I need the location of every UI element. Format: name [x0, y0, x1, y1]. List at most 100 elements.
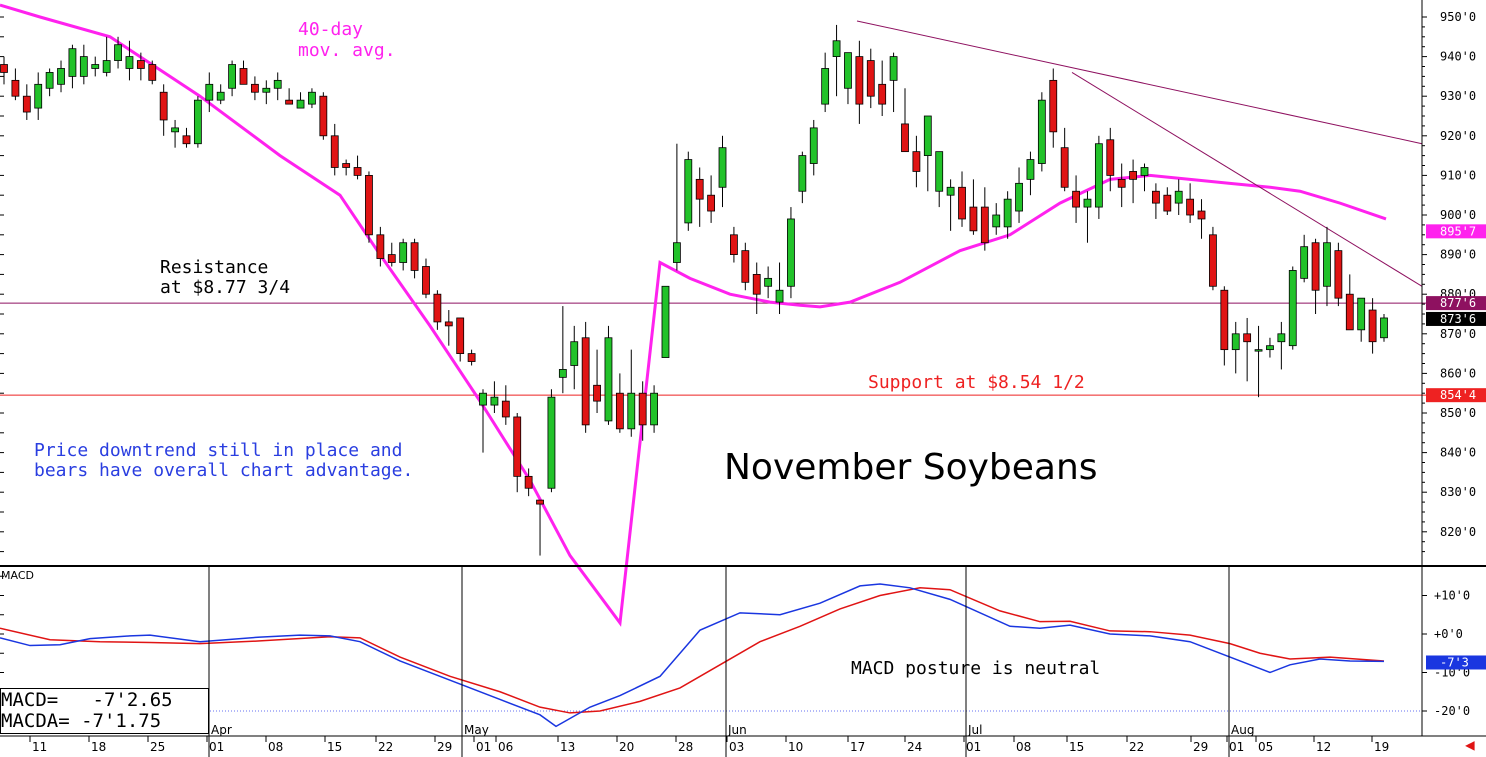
day-label: 13: [560, 740, 575, 754]
day-label: 01: [476, 740, 491, 754]
candle-body: [1094, 143, 1103, 208]
day-label: 03: [729, 740, 744, 754]
candle-body: [125, 56, 134, 69]
month-label: Aug: [1231, 723, 1254, 737]
macd-badge-bg: [1426, 655, 1486, 670]
macd-tick-label: +0'0: [1434, 627, 1463, 641]
candle-body: [1152, 190, 1160, 204]
candle-body: [650, 392, 658, 426]
price-tick-label: 870'0: [1440, 327, 1476, 341]
candle-body: [251, 83, 259, 93]
ma-badge: 895'7: [1440, 224, 1476, 238]
month-label: Apr: [211, 723, 232, 737]
candle-body: [593, 384, 601, 402]
day-label: 01: [966, 740, 981, 754]
candle-body: [866, 60, 875, 97]
day-label: 18: [91, 740, 106, 754]
candle-body: [239, 68, 248, 85]
candle-body: [228, 64, 236, 89]
candle-body: [1129, 171, 1137, 180]
ma40-line: [0, 3, 1387, 627]
macd-tick-label: +10'0: [1434, 589, 1470, 603]
day-label: 06: [498, 740, 513, 754]
price-tick-label: 860'0: [1440, 366, 1476, 380]
candle-body: [695, 178, 704, 200]
candle-body: [1266, 345, 1274, 351]
trendlines: [856, 20, 1423, 287]
candle-body: [114, 44, 122, 61]
candle-body: [262, 87, 271, 93]
candle-body: [467, 353, 476, 362]
candle-body: [570, 341, 579, 366]
day-label: 25: [150, 740, 165, 754]
candle-body: [1334, 250, 1343, 299]
candle-body: [1254, 349, 1263, 352]
ma-badge-bg: [1426, 224, 1486, 239]
day-label: 15: [327, 740, 342, 754]
day-label: 19: [1374, 740, 1389, 754]
candle-body: [1323, 242, 1331, 287]
day-label: 08: [1016, 740, 1031, 754]
candle-body: [1163, 194, 1172, 212]
candle-body: [353, 167, 362, 176]
comment-line-1: Price downtrend still in place and: [34, 440, 403, 461]
candle-body: [68, 48, 77, 77]
macd-line: [0, 583, 1385, 728]
candle-body: [171, 127, 179, 133]
day-label: 17: [850, 740, 865, 754]
day-label: 28: [678, 740, 693, 754]
price-tick-label: 840'0: [1440, 446, 1476, 460]
day-label: 29: [1193, 740, 1208, 754]
candle-body: [798, 155, 807, 192]
price-tick-label: 950'0: [1440, 10, 1476, 24]
candle-body: [878, 83, 887, 105]
candle-body: [821, 68, 830, 105]
horizontal-levels: [0, 302, 1486, 396]
candle-body: [399, 242, 408, 263]
candle-body: [1083, 198, 1092, 208]
candle-body: [1174, 190, 1183, 204]
candle-body: [1220, 289, 1229, 351]
candle-body: [1357, 297, 1366, 331]
candle-body: [1106, 139, 1115, 176]
candle-body: [752, 273, 761, 295]
candle-body: [387, 254, 396, 263]
resistance-badge-bg: [1426, 296, 1486, 311]
candle-body: [536, 499, 544, 505]
day-label: 20: [619, 740, 634, 754]
candle-body: [513, 416, 522, 477]
candle-body: [91, 64, 100, 69]
candle-body: [433, 293, 442, 323]
candle-body: [1380, 317, 1388, 339]
day-label: 22: [378, 740, 393, 754]
candle-body: [285, 99, 294, 105]
ma-label-1: 40-day: [298, 19, 364, 40]
candle-body: [889, 56, 898, 81]
candle-body: [410, 242, 419, 271]
macd-panel: [0, 583, 1422, 728]
candle-body: [832, 40, 841, 57]
price-tick-label: 910'0: [1440, 168, 1476, 182]
day-label: 01: [209, 740, 224, 754]
macd-note: MACD posture is neutral: [851, 658, 1101, 679]
candle-body: [1140, 167, 1149, 176]
scroll-left-arrow-icon[interactable]: ◀: [1465, 735, 1475, 754]
candle-body: [330, 135, 339, 168]
ma-label-2: mov. avg.: [298, 40, 396, 61]
candle-body: [1015, 182, 1023, 212]
trendline: [1071, 72, 1423, 287]
day-label: 29: [437, 740, 452, 754]
day-label: 22: [1129, 740, 1144, 754]
comment-line-2: bears have overall chart advantage.: [34, 460, 414, 481]
macda-value: MACDA= -7'1.75: [1, 710, 162, 732]
day-label: 12: [1316, 740, 1331, 754]
support-badge: 854'4: [1440, 388, 1476, 402]
day-label: 11: [32, 740, 47, 754]
candle-body: [216, 91, 225, 101]
month-label: Jun: [727, 723, 747, 737]
candle-body: [34, 83, 43, 109]
macda-line: [0, 587, 1385, 714]
candle-body: [376, 234, 385, 259]
macd-values-box: MACD= -7'2.65 MACDA= -7'1.75: [0, 688, 209, 734]
